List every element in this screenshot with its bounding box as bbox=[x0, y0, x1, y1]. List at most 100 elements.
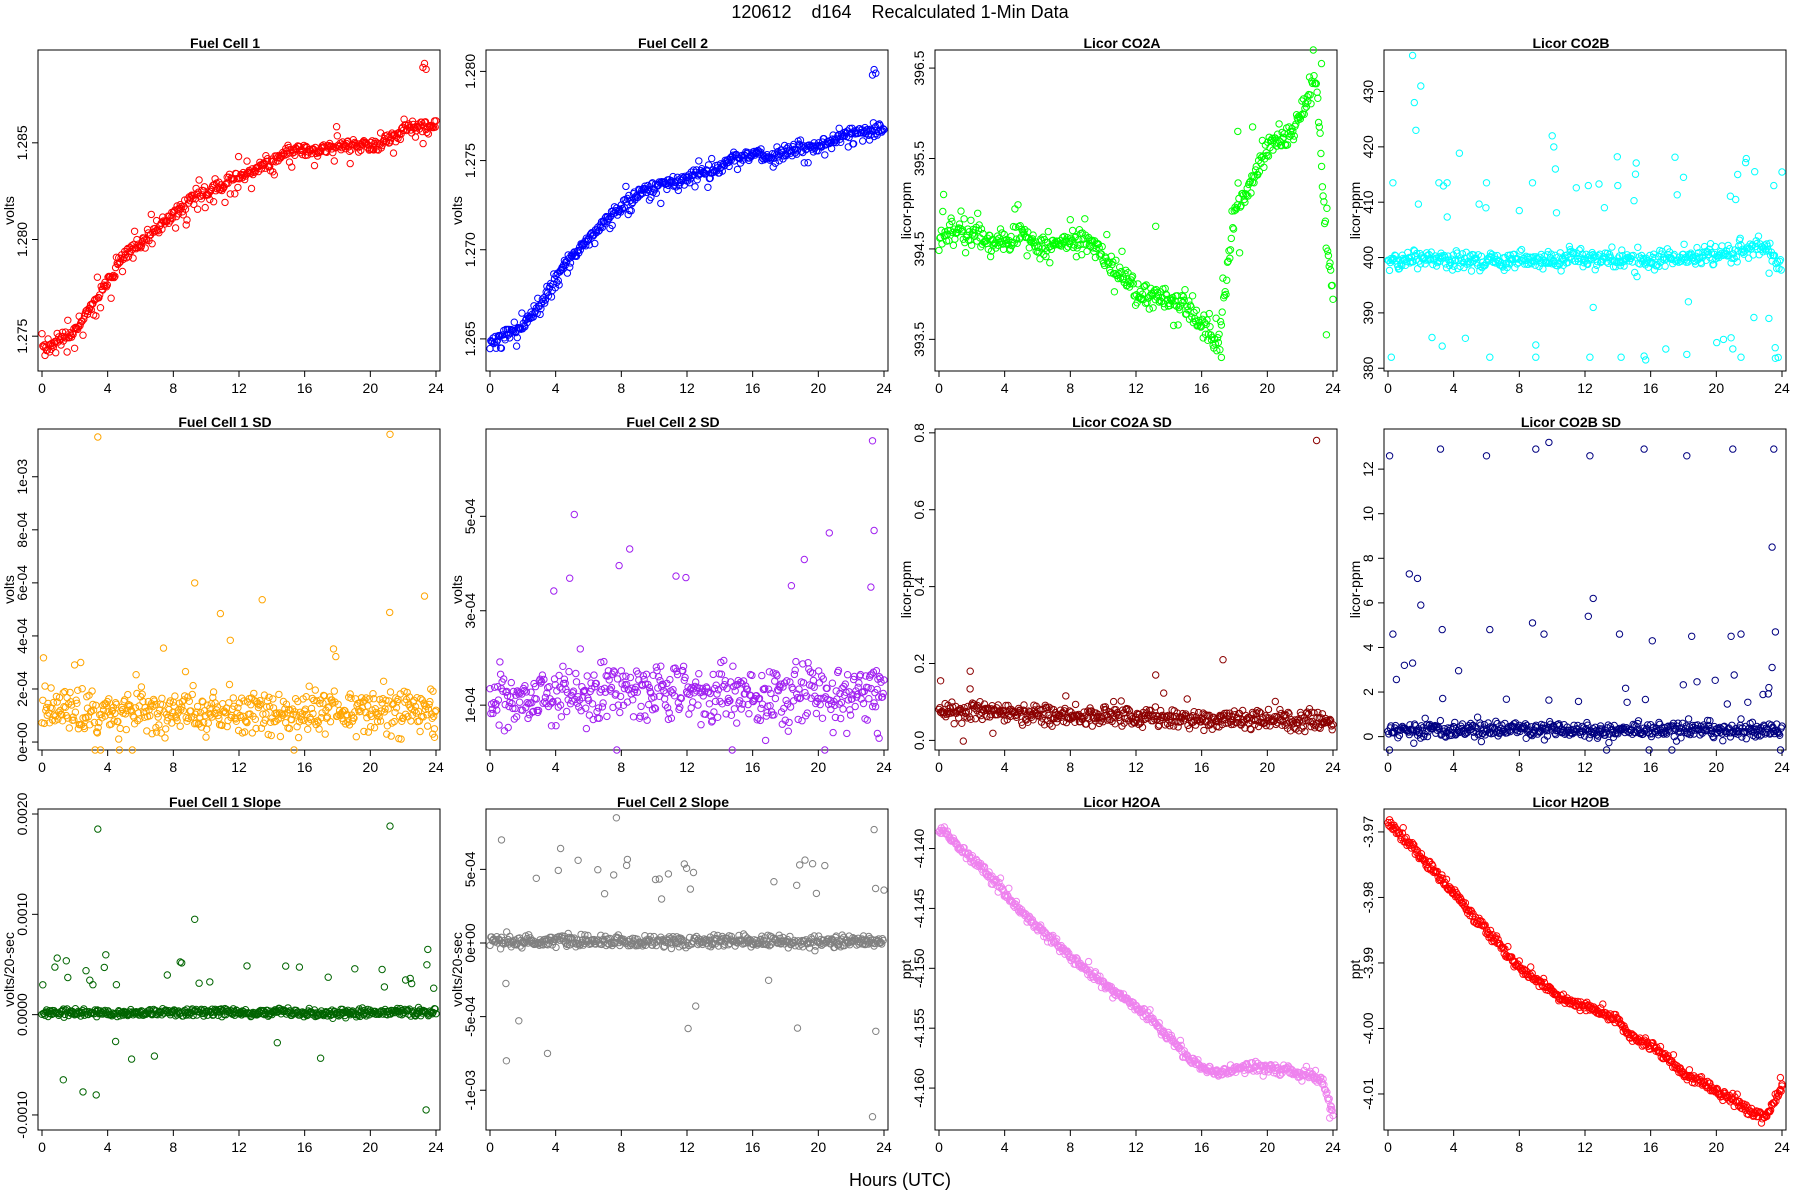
data-series bbox=[486, 437, 888, 754]
data-point bbox=[491, 332, 499, 341]
data-point bbox=[686, 690, 694, 699]
data-point bbox=[273, 1039, 281, 1047]
data-point bbox=[493, 683, 502, 691]
data-point bbox=[821, 151, 829, 159]
plot-frame bbox=[37, 49, 441, 372]
data-point bbox=[69, 330, 77, 339]
data-point bbox=[1405, 570, 1413, 578]
data-point bbox=[1055, 240, 1063, 248]
data-point bbox=[1455, 149, 1464, 157]
data-point bbox=[333, 132, 341, 140]
data-point bbox=[163, 971, 172, 979]
data-point bbox=[247, 184, 256, 193]
data-point bbox=[264, 730, 272, 739]
data-point bbox=[226, 190, 235, 198]
data-point bbox=[773, 672, 781, 680]
data-point bbox=[935, 246, 943, 255]
data-point bbox=[595, 714, 604, 722]
data-point bbox=[1631, 268, 1639, 277]
data-point bbox=[872, 69, 880, 77]
data-point bbox=[1527, 730, 1535, 739]
data-point bbox=[1759, 690, 1767, 699]
data-point bbox=[1609, 733, 1618, 741]
data-point bbox=[807, 694, 815, 702]
data-point bbox=[1205, 711, 1213, 719]
data-point bbox=[878, 693, 887, 701]
data-point bbox=[510, 318, 519, 326]
y-tick-label: 2 bbox=[1360, 688, 1376, 696]
data-point bbox=[345, 147, 354, 156]
data-point bbox=[152, 728, 161, 736]
data-point bbox=[958, 226, 967, 234]
data-point bbox=[718, 700, 726, 708]
data-point bbox=[1482, 179, 1491, 187]
data-point bbox=[1668, 746, 1676, 754]
data-point bbox=[1477, 737, 1486, 746]
data-point bbox=[1684, 298, 1693, 306]
data-point bbox=[68, 329, 77, 337]
data-point bbox=[1117, 697, 1125, 705]
data-point bbox=[389, 149, 398, 157]
data-point bbox=[1775, 264, 1783, 273]
data-point bbox=[178, 703, 186, 711]
data-point bbox=[378, 141, 386, 150]
data-point bbox=[540, 675, 548, 684]
data-point bbox=[92, 312, 100, 320]
data-point bbox=[536, 310, 544, 319]
x-tick-label: 20 bbox=[363, 759, 379, 775]
x-tick-label: 0 bbox=[486, 380, 494, 396]
data-point bbox=[137, 242, 146, 250]
data-point bbox=[1014, 201, 1022, 209]
data-point bbox=[1718, 242, 1726, 250]
data-point bbox=[93, 273, 102, 281]
data-point bbox=[1098, 242, 1106, 251]
data-point bbox=[873, 729, 882, 738]
data-point bbox=[1730, 671, 1738, 679]
x-tick-label: 16 bbox=[1643, 380, 1659, 396]
data-point bbox=[70, 661, 79, 669]
data-point bbox=[161, 734, 169, 742]
data-point bbox=[163, 717, 172, 725]
data-point bbox=[1768, 663, 1776, 672]
data-point bbox=[496, 670, 505, 678]
data-series bbox=[1384, 438, 1786, 754]
data-point bbox=[1748, 718, 1757, 726]
data-point bbox=[564, 251, 572, 259]
data-point bbox=[512, 342, 521, 350]
data-point bbox=[1327, 722, 1336, 730]
data-point bbox=[319, 699, 327, 707]
data-point bbox=[531, 682, 540, 691]
data-point bbox=[417, 694, 425, 703]
data-point bbox=[1726, 192, 1735, 200]
data-point bbox=[1091, 253, 1100, 262]
data-point bbox=[267, 731, 275, 740]
data-point bbox=[796, 694, 804, 703]
data-point bbox=[1711, 676, 1719, 684]
data-point bbox=[196, 713, 204, 721]
data-point bbox=[1213, 334, 1222, 342]
data-point bbox=[1143, 298, 1151, 307]
data-point bbox=[1222, 290, 1230, 299]
x-tick-label: 4 bbox=[1450, 380, 1458, 396]
data-point bbox=[1410, 98, 1419, 107]
data-point bbox=[206, 195, 214, 204]
data-point bbox=[849, 140, 858, 148]
data-point bbox=[936, 677, 945, 685]
data-point bbox=[582, 704, 590, 712]
data-point bbox=[1324, 251, 1333, 260]
data-point bbox=[241, 717, 250, 725]
data-point bbox=[1642, 356, 1650, 364]
x-tick-label: 24 bbox=[876, 380, 892, 396]
data-point bbox=[311, 686, 319, 694]
data-point bbox=[225, 680, 234, 689]
data-point bbox=[1750, 313, 1758, 322]
data-point bbox=[1633, 272, 1641, 281]
data-point bbox=[234, 183, 242, 192]
data-point bbox=[757, 145, 765, 153]
data-point bbox=[1312, 80, 1320, 88]
data-point bbox=[1547, 250, 1555, 258]
data-point bbox=[1640, 352, 1648, 360]
x-tick-label: 4 bbox=[104, 380, 112, 396]
data-point bbox=[1719, 335, 1728, 344]
data-point bbox=[1301, 727, 1309, 736]
